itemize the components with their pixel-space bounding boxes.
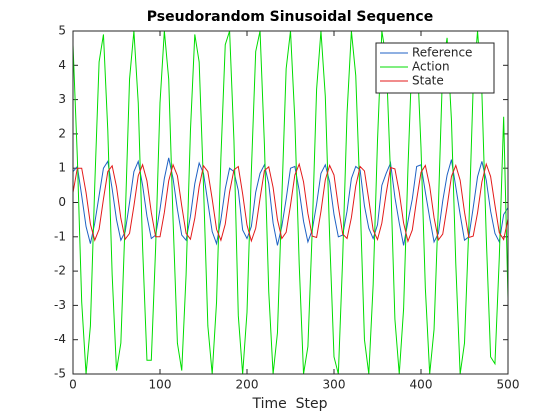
y-tick-label: 5 bbox=[58, 24, 66, 38]
y-tick-label: -1 bbox=[54, 229, 66, 243]
series-line bbox=[73, 31, 508, 374]
y-tick-label: 2 bbox=[58, 126, 66, 140]
x-tick-label: 400 bbox=[410, 378, 433, 392]
x-tick-label: 200 bbox=[236, 378, 259, 392]
series-line bbox=[73, 162, 508, 243]
y-tick-label: -5 bbox=[54, 367, 66, 381]
y-tick-label: -2 bbox=[54, 264, 66, 278]
y-tick-label: 4 bbox=[58, 58, 66, 72]
x-tick-label: 300 bbox=[323, 378, 346, 392]
y-tick-label: -3 bbox=[54, 298, 66, 312]
plot-frame bbox=[72, 30, 509, 375]
chart-title: Pseudorandom Sinusoidal Sequence bbox=[147, 9, 433, 25]
legend-box bbox=[375, 42, 495, 94]
series-line bbox=[73, 157, 508, 246]
legend-label: Reference bbox=[412, 46, 472, 60]
plot-lines bbox=[73, 31, 508, 374]
x-tick-label: 100 bbox=[149, 378, 172, 392]
y-tick-label: 3 bbox=[58, 92, 66, 106]
x-tick-label: 0 bbox=[69, 378, 77, 392]
legend-label: State bbox=[412, 74, 444, 88]
y-tick-label: 0 bbox=[58, 195, 66, 209]
x-axis-label: Time Step bbox=[251, 396, 327, 412]
y-tick-label: 1 bbox=[58, 161, 66, 175]
x-tick-label: 500 bbox=[497, 378, 520, 392]
legend-label: Action bbox=[412, 60, 450, 74]
y-tick-label: -4 bbox=[54, 332, 66, 346]
